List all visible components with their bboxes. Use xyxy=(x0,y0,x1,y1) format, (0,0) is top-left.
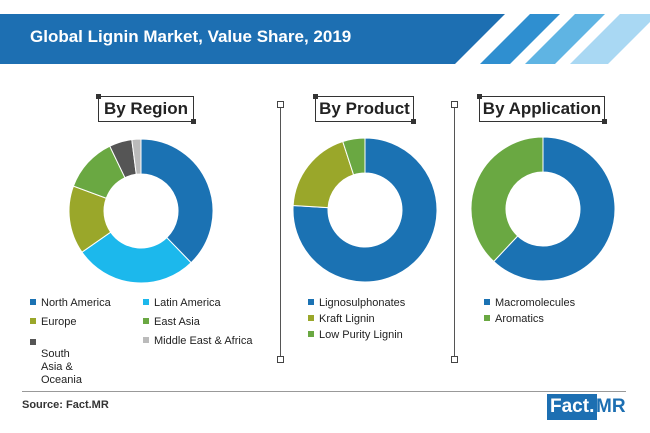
legend-swatch xyxy=(143,318,149,324)
legend-swatch xyxy=(143,337,149,343)
region-slice-latin-america xyxy=(81,231,192,284)
product-slice-low-purity-lignin xyxy=(342,137,366,176)
legend-item-north-america: North America xyxy=(30,297,111,310)
legend-swatch xyxy=(308,299,314,305)
application-donut-chart xyxy=(470,136,616,282)
heading-by-application: By Application xyxy=(477,94,607,124)
region-donut-chart xyxy=(68,138,214,284)
heading-by-product-text: By Product xyxy=(319,99,410,118)
legend-item-kraft-lignin: Kraft Lignin xyxy=(308,313,375,326)
divider-right-bottom-marker xyxy=(451,356,458,363)
product-slice-lignosulphonates xyxy=(292,137,438,283)
region-slice-north-america xyxy=(140,138,214,264)
legend-swatch xyxy=(484,315,490,321)
legend-item-aromatics: Aromatics xyxy=(484,313,544,326)
header-banner: Global Lignin Market, Value Share, 2019 xyxy=(0,14,650,64)
banner-bar xyxy=(0,14,455,64)
heading-by-product: By Product xyxy=(313,94,416,124)
legend-swatch xyxy=(30,318,36,324)
application-slice-aromatics xyxy=(470,136,544,263)
legend-item-europe: Europe xyxy=(30,316,76,329)
legend-swatch xyxy=(30,339,36,345)
divider-left xyxy=(280,101,281,359)
legend-item-middle-east-africa: Middle East & Africa xyxy=(143,335,252,348)
heading-by-region: By Region xyxy=(96,94,196,124)
divider-left-top-marker xyxy=(277,101,284,108)
heading-by-application-text: By Application xyxy=(482,99,602,118)
legend-item-south-asia-oceania: South Asia & Oceania xyxy=(30,335,82,387)
banner-stripes xyxy=(455,14,650,64)
footer-divider xyxy=(22,391,626,392)
brand-logo-part1: Fact. xyxy=(547,394,598,420)
region-slice-middle-east-africa xyxy=(131,138,142,175)
divider-right xyxy=(454,101,455,359)
divider-right-top-marker xyxy=(451,101,458,108)
legend-item-macromolecules: Macromolecules xyxy=(484,297,575,310)
legend-item-low-purity-lignin: Low Purity Lignin xyxy=(308,329,403,342)
heading-by-region-text: By Region xyxy=(103,99,189,118)
application-slice-macromolecules xyxy=(493,136,616,282)
legend-item-lignosulphonates: Lignosulphonates xyxy=(308,297,405,310)
legend-item-latin-america: Latin America xyxy=(143,297,221,310)
legend-swatch xyxy=(308,315,314,321)
product-slice-kraft-lignin xyxy=(292,140,355,209)
source-note: Source: Fact.MR xyxy=(22,399,109,411)
legend-swatch xyxy=(30,299,36,305)
legend-swatch xyxy=(484,299,490,305)
legend-swatch xyxy=(143,299,149,305)
legend-item-east-asia: East Asia xyxy=(143,316,200,329)
product-donut-chart xyxy=(292,137,438,283)
page-title: Global Lignin Market, Value Share, 2019 xyxy=(30,27,352,46)
divider-left-bottom-marker xyxy=(277,356,284,363)
brand-logo-part2: MR xyxy=(596,396,626,417)
legend-swatch xyxy=(308,331,314,337)
